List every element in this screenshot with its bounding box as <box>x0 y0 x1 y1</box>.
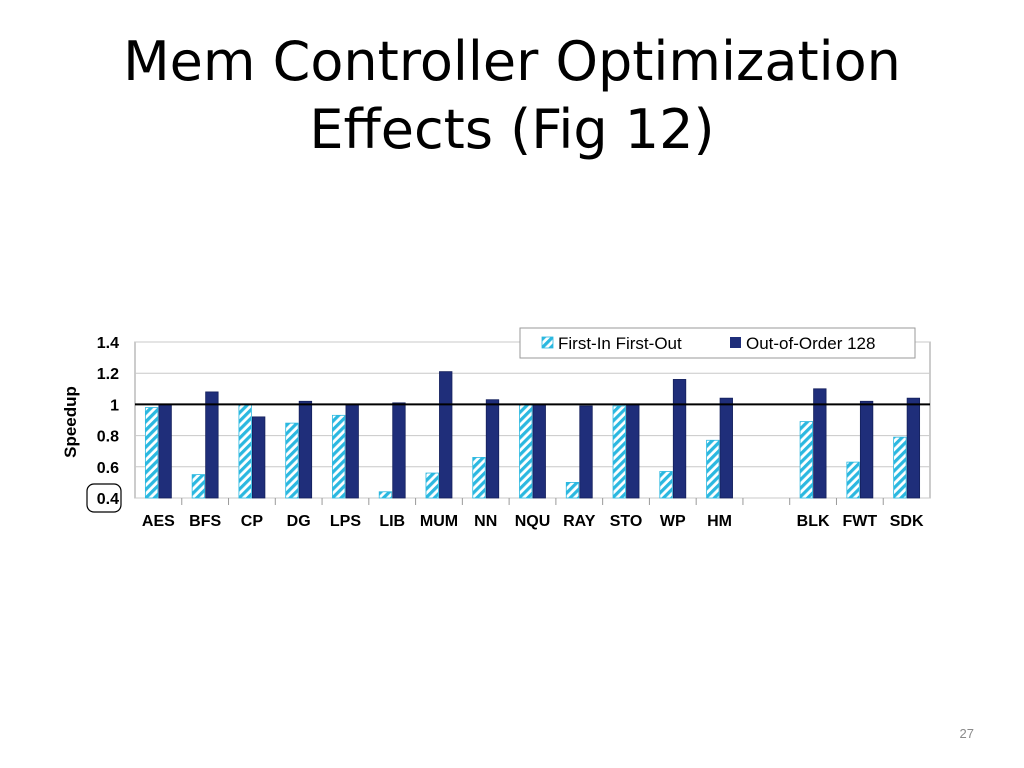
ooo128-bar-wp <box>672 379 687 499</box>
x-tick-label: STO <box>610 513 643 530</box>
fifo-bar-mum <box>425 472 439 499</box>
ooo128-bar-sdk <box>906 397 921 499</box>
x-tick-label: NQU <box>515 513 551 530</box>
ooo128-bar-nqu <box>532 404 546 499</box>
fifo-bar-hm <box>706 439 720 499</box>
fifo-bar-ray <box>565 481 580 499</box>
ooo128-bar-lps <box>345 404 359 499</box>
y-tick-label: 1.4 <box>97 335 119 352</box>
fifo-bar-sto <box>612 405 626 499</box>
fifo-bar-blk <box>799 421 813 499</box>
slide-title: Mem Controller Optimization Effects (Fig… <box>62 28 962 164</box>
x-tick-label: WP <box>660 513 686 530</box>
ooo128-bar-mum <box>439 371 453 499</box>
ooo128-bar-blk <box>813 388 827 499</box>
speedup-bar-chart: 0.4 0.6 0.8 1 1.2 1.4 AES BFS CP DG LPS LIB MUM NN NQU… <box>61 327 931 530</box>
legend-swatch-ooo128 <box>730 337 741 348</box>
legend-label-fifo: First-In First-Out <box>558 334 682 353</box>
legend-label-ooo128: Out-of-Order 128 <box>746 334 875 353</box>
x-tick-label: FWT <box>843 513 878 530</box>
legend-box <box>519 327 916 359</box>
x-tick-label: CP <box>241 513 264 530</box>
fifo-bar-fwt <box>846 461 860 499</box>
x-tick-label: DG <box>287 513 311 530</box>
ooo128-bar-nn <box>485 399 500 499</box>
fifo-bar-sdk <box>893 436 907 499</box>
slide-title-line-2: Effects (Fig 12) <box>309 98 715 161</box>
fifo-bar-lib <box>378 491 393 499</box>
x-tick-label: NN <box>474 513 497 530</box>
ooo128-bar-sto <box>626 404 640 499</box>
ooo128-bar-hm <box>719 397 733 499</box>
fifo-bar-lps <box>332 414 346 499</box>
fifo-bar-dg <box>285 422 299 499</box>
page-number: 27 <box>959 726 974 741</box>
x-tick-label: SDK <box>890 513 924 530</box>
fifo-bar-aes <box>144 407 159 499</box>
fifo-bar-bfs <box>191 474 206 499</box>
x-tick-label: RAY <box>563 513 596 530</box>
y-tick-highlight <box>86 483 122 513</box>
fifo-bar-nn <box>472 457 486 499</box>
x-tick-label: HM <box>707 513 732 530</box>
ooo128-bar-bfs <box>205 391 219 499</box>
fifo-bar-nqu <box>519 404 533 499</box>
y-tick-label: 1 <box>110 397 119 414</box>
y-tick-label: 1.2 <box>97 366 119 383</box>
x-tick-label: AES <box>142 513 175 530</box>
x-tick-label: LIB <box>379 513 405 530</box>
x-tick-label: BFS <box>189 513 221 530</box>
x-tick-label: BLK <box>797 513 830 530</box>
y-tick-label: 0.8 <box>97 429 119 446</box>
ooo128-bar-cp <box>252 416 266 499</box>
slide-title-line-1: Mem Controller Optimization <box>123 30 901 93</box>
y-axis-label: Speedup <box>61 386 80 458</box>
y-tick-label: 0.4 <box>97 491 119 508</box>
x-tick-label: MUM <box>420 513 458 530</box>
ooo128-bar-dg <box>298 400 313 499</box>
y-tick-label: 0.6 <box>97 460 119 477</box>
ooo128-bar-lib <box>392 402 406 499</box>
ooo128-bar-aes <box>158 404 172 499</box>
ooo128-bar-fwt <box>859 400 874 499</box>
fifo-bar-wp <box>659 471 673 499</box>
legend-swatch-fifo <box>541 336 554 349</box>
plot-area <box>134 341 931 499</box>
ooo128-bar-ray <box>579 405 593 499</box>
x-tick-label: LPS <box>330 513 361 530</box>
fifo-bar-cp <box>238 404 252 499</box>
